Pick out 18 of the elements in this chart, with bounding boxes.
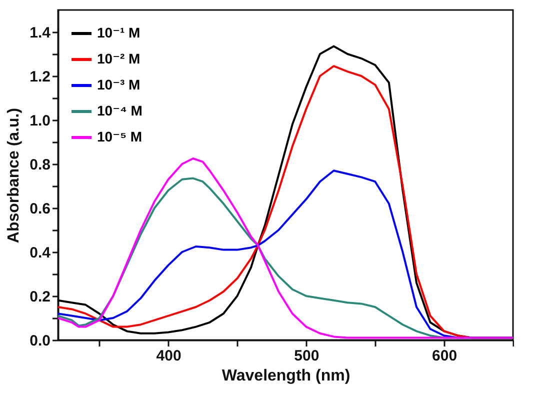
x-tick-label: 400 <box>156 348 182 364</box>
x-tick-label: 500 <box>294 348 320 364</box>
x-tick-label: 600 <box>432 348 458 364</box>
y-tick-label: 0.4 <box>30 244 52 262</box>
y-axis-title: Absorbance (a.u.) <box>6 108 23 244</box>
legend-label: 10⁻² M <box>97 50 140 66</box>
y-tick-label: 0.8 <box>30 156 50 174</box>
y-tick-label: 1.2 <box>30 68 50 86</box>
y-tick-label: 1.0 <box>30 112 50 130</box>
y-tick-label: 0.6 <box>30 200 50 218</box>
y-tick-label: 1.4 <box>30 24 52 42</box>
x-axis-title: Wavelength (nm) <box>222 368 350 384</box>
y-tick-label: 0.2 <box>30 288 50 306</box>
y-tick-label: 0.0 <box>30 332 50 350</box>
legend-label: 10⁻⁴ M <box>97 102 142 118</box>
legend-label: 10⁻³ M <box>97 76 140 92</box>
legend-label: 10⁻¹ M <box>97 24 140 40</box>
legend-label: 10⁻⁵ M <box>97 128 142 144</box>
